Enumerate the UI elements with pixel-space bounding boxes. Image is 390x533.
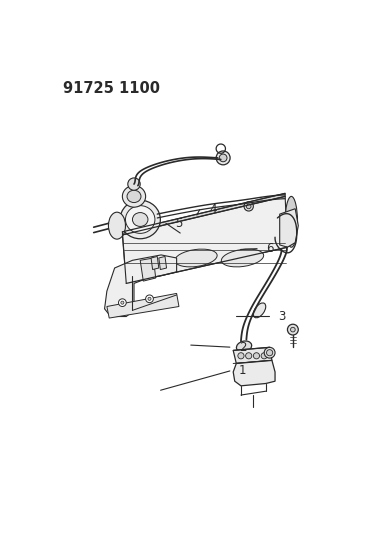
Ellipse shape — [236, 341, 252, 352]
Polygon shape — [122, 196, 287, 284]
Text: 1: 1 — [239, 365, 246, 377]
Circle shape — [264, 348, 275, 358]
Circle shape — [287, 324, 298, 335]
Polygon shape — [151, 256, 159, 270]
Polygon shape — [105, 255, 177, 317]
Text: 91725 1100: 91725 1100 — [63, 81, 160, 96]
Polygon shape — [140, 258, 156, 281]
Circle shape — [261, 353, 267, 359]
Circle shape — [291, 327, 295, 332]
Ellipse shape — [133, 213, 148, 227]
Polygon shape — [233, 348, 272, 364]
Circle shape — [238, 353, 244, 359]
Ellipse shape — [122, 185, 145, 207]
Text: 5: 5 — [175, 217, 183, 230]
Text: 4: 4 — [209, 203, 216, 216]
Polygon shape — [107, 294, 179, 318]
Ellipse shape — [120, 200, 160, 239]
Ellipse shape — [222, 249, 264, 267]
Polygon shape — [233, 360, 275, 386]
Circle shape — [246, 204, 251, 209]
Circle shape — [219, 154, 227, 161]
Ellipse shape — [254, 303, 266, 318]
Text: 6: 6 — [266, 242, 274, 255]
Circle shape — [244, 202, 254, 211]
Circle shape — [254, 353, 260, 359]
Polygon shape — [159, 256, 167, 270]
Text: 2: 2 — [239, 341, 246, 353]
Text: 3: 3 — [278, 310, 286, 323]
Circle shape — [145, 295, 153, 303]
Circle shape — [246, 353, 252, 359]
Circle shape — [216, 151, 230, 165]
Polygon shape — [280, 209, 298, 247]
Ellipse shape — [126, 206, 155, 233]
Ellipse shape — [108, 212, 126, 239]
Circle shape — [148, 297, 151, 301]
Circle shape — [128, 178, 140, 190]
Ellipse shape — [285, 196, 298, 247]
Ellipse shape — [175, 249, 217, 267]
Ellipse shape — [127, 190, 141, 203]
Circle shape — [119, 299, 126, 306]
Polygon shape — [122, 193, 285, 236]
Circle shape — [266, 350, 273, 356]
Circle shape — [121, 301, 124, 304]
